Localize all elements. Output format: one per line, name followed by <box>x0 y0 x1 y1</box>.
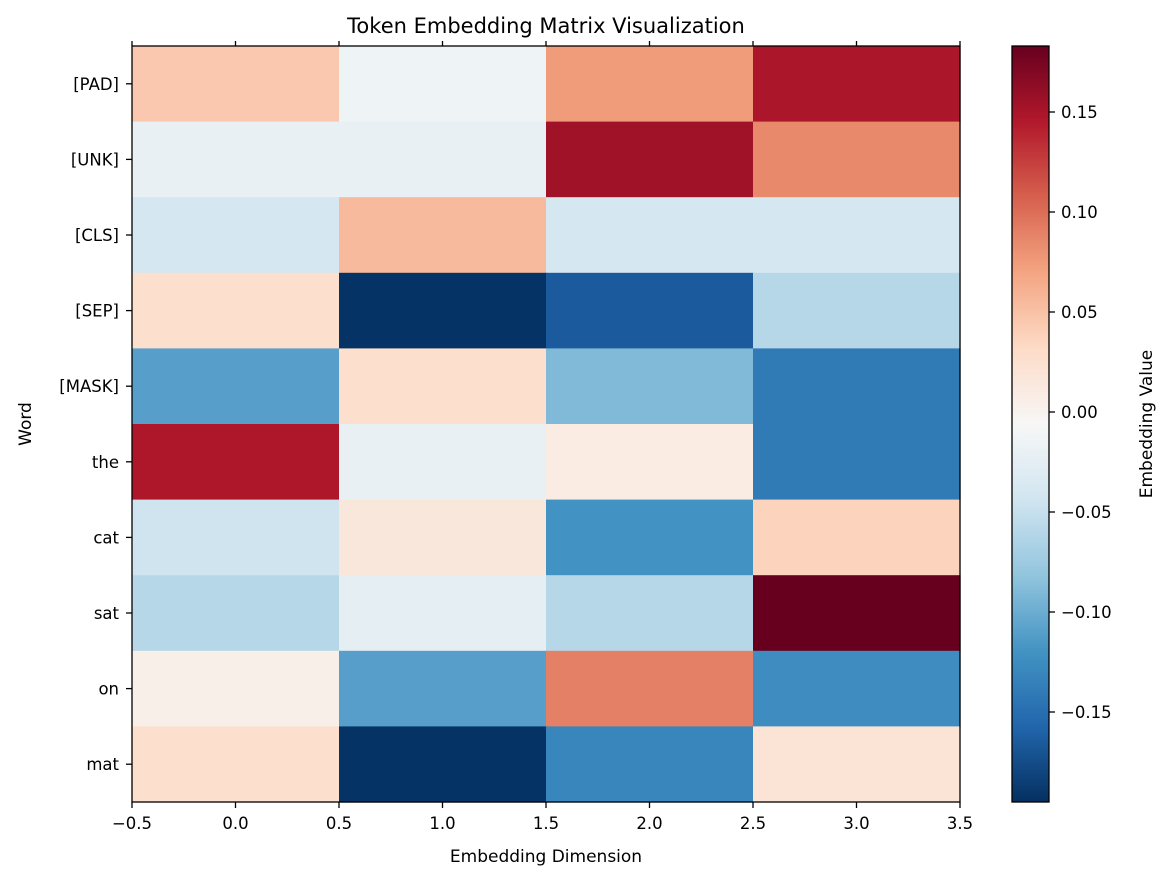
x-tick-label: 2.0 <box>636 814 662 833</box>
heatmap-cell <box>132 650 340 727</box>
x-tick-label: 0.5 <box>326 814 352 833</box>
heatmap-cell <box>339 348 547 425</box>
heatmap-cell <box>546 499 754 576</box>
heatmap-cell <box>132 197 340 274</box>
colorbar <box>1011 45 1050 803</box>
heatmap-cell <box>339 575 547 652</box>
y-tick-label: the <box>92 453 119 472</box>
heatmap-cell <box>339 46 547 123</box>
heatmap-cell <box>546 121 754 198</box>
y-tick-label: [MASK] <box>59 377 119 396</box>
heatmap-cell <box>753 650 961 727</box>
heatmap-cell <box>339 499 547 576</box>
heatmap-cells <box>132 46 961 803</box>
heatmap-cell <box>132 121 340 198</box>
colorbar-tick-label: 0.10 <box>1061 203 1098 222</box>
x-tick-label: 1.0 <box>429 814 455 833</box>
heatmap-cell <box>546 424 754 501</box>
x-tick-label: 0.0 <box>222 814 248 833</box>
heatmap-cell <box>132 726 340 803</box>
heatmap-cell <box>753 197 961 274</box>
heatmap-cell <box>339 197 547 274</box>
y-tick-label: mat <box>86 755 119 774</box>
heatmap-cell <box>339 726 547 803</box>
heatmap-cell <box>753 121 961 198</box>
heatmap-cell <box>753 499 961 576</box>
heatmap-cell <box>132 575 340 652</box>
y-axis-label: Word <box>16 402 36 446</box>
y-tick-label: [UNK] <box>71 150 119 169</box>
heatmap-cell <box>339 272 547 349</box>
x-tick-label: 2.5 <box>740 814 766 833</box>
heatmap-cell <box>753 575 961 652</box>
x-tick-label: 3.5 <box>947 814 973 833</box>
plot-frame <box>131 45 961 803</box>
heatmap-cell <box>546 726 754 803</box>
colorbar-tick-label: 0.05 <box>1061 303 1098 322</box>
heatmap-cell <box>753 348 961 425</box>
x-tick-label: −0.5 <box>112 814 152 833</box>
heatmap-cell <box>132 499 340 576</box>
heatmap-cell <box>339 121 547 198</box>
colorbar-tick-label: −0.10 <box>1061 603 1112 622</box>
heatmap-cell <box>132 348 340 425</box>
y-tick-label: on <box>98 680 119 699</box>
colorbar-ticks: 0.15 0.10 0.05 0.00 −0.05 −0.10 −0.15 <box>1049 103 1112 722</box>
heatmap-cell <box>546 575 754 652</box>
heatmap-cell <box>753 726 961 803</box>
heatmap-cell <box>132 272 340 349</box>
chart-title: Token Embedding Matrix Visualization <box>346 14 745 38</box>
heatmap-cell <box>546 650 754 727</box>
colorbar-tick-label: −0.15 <box>1061 703 1112 722</box>
x-tick-label: 1.5 <box>533 814 559 833</box>
heatmap-cell <box>132 424 340 501</box>
heatmap-cell <box>132 46 340 123</box>
colorbar-tick-label: 0.00 <box>1061 403 1098 422</box>
y-axis-ticks: [PAD] [UNK] [CLS] [SEP] [MASK] the cat sat on mat <box>59 75 132 774</box>
colorbar-tick-label: 0.15 <box>1061 103 1098 122</box>
y-tick-label: [SEP] <box>75 302 119 321</box>
x-tick-label: 3.0 <box>843 814 869 833</box>
x-axis-label: Embedding Dimension <box>450 847 642 867</box>
y-tick-label: cat <box>93 528 119 547</box>
y-tick-label: [PAD] <box>73 75 119 94</box>
heatmap-cell <box>753 424 961 501</box>
heatmap-cell <box>753 46 961 123</box>
colorbar-label: Embedding Value <box>1137 350 1157 499</box>
heatmap-cell <box>339 650 547 727</box>
x-axis-ticks: −0.5 0.0 0.5 1.0 1.5 2.0 2.5 3.0 3.5 <box>112 41 973 833</box>
heatmap-cell <box>546 197 754 274</box>
heatmap-cell <box>546 348 754 425</box>
y-tick-label: [CLS] <box>75 226 119 245</box>
heatmap-cell <box>546 272 754 349</box>
colorbar-tick-label: −0.05 <box>1061 503 1112 522</box>
y-tick-label: sat <box>94 604 120 623</box>
heatmap-cell <box>546 46 754 123</box>
heatmap-cell <box>339 424 547 501</box>
heatmap-cell <box>753 272 961 349</box>
